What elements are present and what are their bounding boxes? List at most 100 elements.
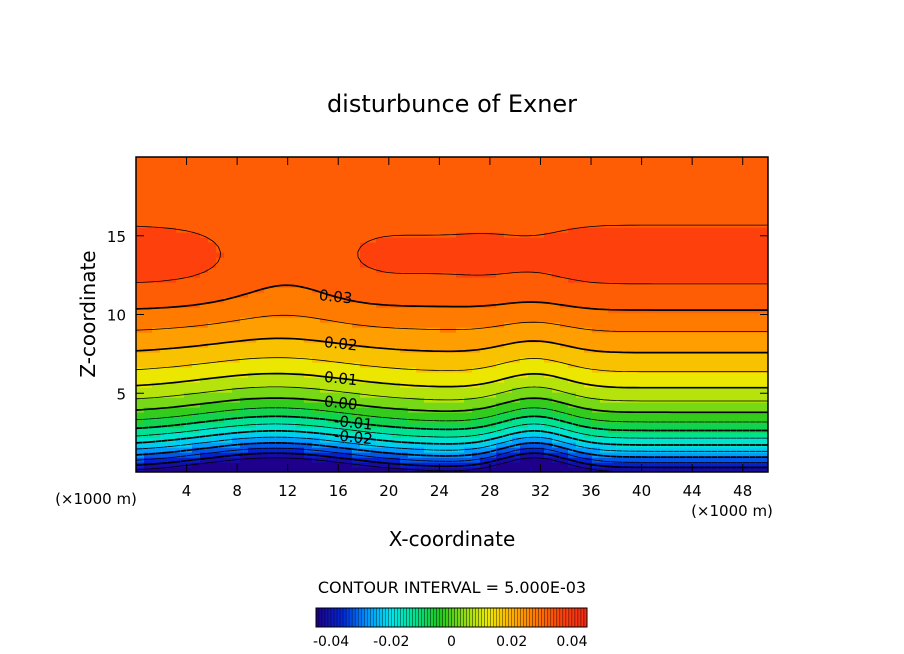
contour-fill-cell	[400, 402, 409, 408]
contour-fill-cell	[736, 382, 745, 388]
contour-fill-cell	[576, 342, 585, 348]
contour-fill-cell	[440, 462, 449, 468]
contour-fill-cell	[512, 297, 521, 303]
contour-fill-cell	[760, 392, 768, 398]
contour-fill-cell	[560, 307, 569, 313]
contour-fill-cell	[168, 297, 177, 303]
contour-fill-cell	[456, 467, 465, 472]
contour-fill-cell	[144, 387, 153, 393]
contour-fill-cell	[216, 207, 225, 213]
contour-fill-cell	[216, 292, 225, 298]
contour-fill-cell	[400, 427, 409, 433]
contour-fill-cell	[656, 347, 665, 353]
contour-fill-cell	[352, 287, 361, 293]
contour-fill-cell	[232, 387, 241, 393]
contour-fill-cell	[392, 317, 401, 323]
contour-fill-cell	[600, 437, 609, 443]
contour-fill-cell	[528, 172, 537, 178]
contour-fill-cell	[720, 362, 729, 368]
contour-fill-cell	[672, 302, 681, 308]
contour-fill-cell	[688, 257, 697, 263]
contour-fill-cell	[336, 262, 345, 268]
contour-fill-cell	[600, 242, 609, 248]
contour-fill-cell	[488, 217, 497, 223]
contour-fill-cell	[752, 277, 761, 283]
contour-fill-cell	[664, 397, 673, 403]
contour-fill-cell	[248, 217, 257, 223]
contour-fill-cell	[464, 287, 473, 293]
contour-fill-cell	[248, 172, 257, 178]
contour-fill-cell	[368, 342, 377, 348]
contour-fill-cell	[704, 327, 713, 333]
contour-fill-cell	[352, 182, 361, 188]
contour-fill-cell	[576, 202, 585, 208]
contour-fill-cell	[216, 162, 225, 168]
contour-fill-cell	[408, 412, 417, 418]
contour-fill-cell	[552, 372, 561, 378]
contour-fill-cell	[584, 222, 593, 228]
contour-fill-cell	[704, 417, 713, 423]
contour-fill-cell	[744, 237, 753, 243]
contour-fill-cell	[656, 197, 665, 203]
contour-fill-cell	[456, 332, 465, 338]
contour-fill-cell	[240, 197, 249, 203]
contour-fill-cell	[568, 377, 577, 383]
contour-fill-cell	[576, 357, 585, 363]
contour-fill-cell	[176, 362, 185, 368]
contour-fill-cell	[272, 372, 281, 378]
contour-fill-cell	[304, 232, 313, 238]
contour-fill-cell	[560, 237, 569, 243]
contour-fill-cell	[656, 407, 665, 413]
contour-fill-cell	[376, 307, 385, 313]
contour-fill-cell	[168, 202, 177, 208]
contour-fill-cell	[600, 457, 609, 463]
contour-fill-cell	[432, 177, 441, 183]
contour-fill-cell	[584, 412, 593, 418]
contour-fill-cell	[680, 192, 689, 198]
contour-fill-cell	[184, 327, 193, 333]
contour-fill-cell	[528, 432, 537, 438]
contour-fill-cell	[664, 352, 673, 358]
contour-fill-cell	[616, 197, 625, 203]
contour-fill-cell	[312, 242, 321, 248]
contour-fill-cell	[200, 462, 209, 468]
contour-fill-cell	[504, 282, 513, 288]
contour-fill-cell	[512, 207, 521, 213]
contour-fill-cell	[312, 422, 321, 428]
contour-fill-cell	[208, 202, 217, 208]
contour-fill-cell	[352, 417, 361, 423]
contour-fill-cell	[328, 252, 337, 258]
contour-fill-cell	[448, 197, 457, 203]
contour-fill-cell	[592, 457, 601, 463]
contour-fill-cell	[744, 217, 753, 223]
contour-fill-cell	[320, 467, 329, 472]
contour-fill-cell	[264, 242, 273, 248]
contour-fill-cell	[408, 202, 417, 208]
contour-fill-cell	[344, 222, 353, 228]
contour-fill-cell	[632, 417, 641, 423]
contour-fill-cell	[376, 237, 385, 243]
contour-fill-cell	[488, 432, 497, 438]
contour-fill-cell	[744, 177, 753, 183]
contour-fill-cell	[248, 242, 257, 248]
contour-fill-cell	[688, 397, 697, 403]
contour-fill-cell	[720, 312, 729, 318]
contour-fill-cell	[520, 357, 529, 363]
contour-fill-cell	[368, 182, 377, 188]
contour-fill-cell	[360, 192, 369, 198]
contour-fill-cell	[464, 312, 473, 318]
contour-fill-cell	[560, 462, 569, 468]
contour-fill-cell	[352, 247, 361, 253]
contour-fill-cell	[632, 182, 641, 188]
contour-fill-cell	[624, 467, 633, 472]
contour-fill-cell	[640, 387, 649, 393]
contour-fill-cell	[624, 237, 633, 243]
contour-fill-cell	[328, 437, 337, 443]
contour-fill-cell	[208, 442, 217, 448]
contour-fill-cell	[744, 327, 753, 333]
contour-fill-cell	[400, 192, 409, 198]
contour-fill-cell	[528, 212, 537, 218]
contour-fill-cell	[712, 417, 721, 423]
contour-fill-cell	[288, 247, 297, 253]
contour-fill-cell	[656, 207, 665, 213]
